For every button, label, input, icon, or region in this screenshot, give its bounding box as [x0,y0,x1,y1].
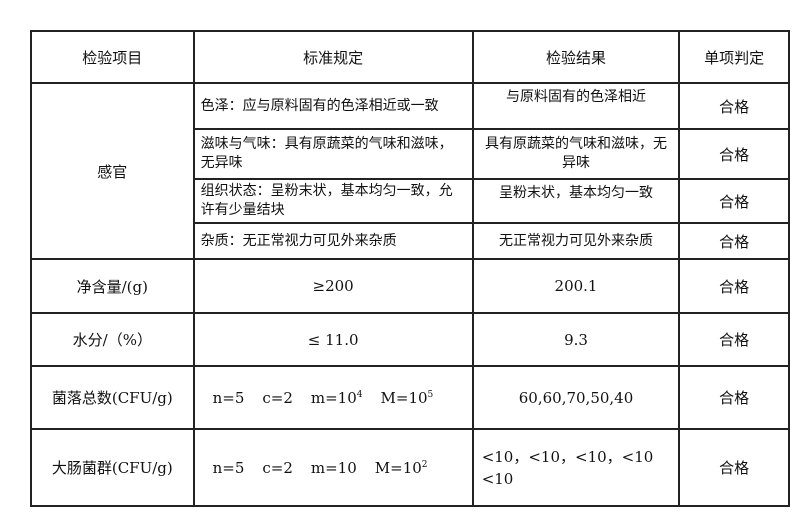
table-row: 大肠菌群(CFU/g) n=5 c=2 m=10 M=102 <10，<10，<10，… [30,428,790,507]
table-row: 组织状态：呈粉末状，基本均匀一致，允许有少量结块 呈粉末状，基本均匀一致 合格 [31,178,790,224]
result-cell: <10，<10，<10，<10 <10 [471,428,681,507]
standard-cell: 杂质：无正常视力可见外来杂质 [192,222,474,260]
n-value: n=5 [212,388,245,407]
result-cell: 无正常视力可见外来杂质 [471,222,681,260]
sensory-label: 感官 [30,82,195,260]
header-verdict: 单项判定 [678,30,790,84]
standard-cell: n=5 c=2 m=10 M=102 [192,428,474,507]
m-value: m=10 [310,458,357,477]
inspection-table: 检验项目 标准规定 检验结果 单项判定 感官 色泽：应与原料固有的色泽相近或一致… [30,30,790,507]
verdict-cell: 合格 [678,258,790,314]
verdict-cell: 合格 [678,178,790,224]
result-cell: 9.3 [471,312,681,367]
result-cell: 与原料固有的色泽相近 [471,82,681,130]
M-exponent: 2 [421,459,428,470]
result-cell: 200.1 [471,258,681,314]
M-exponent: 5 [427,389,434,400]
standard-cell: 滋味与气味：具有原蔬菜的气味和滋味，无异味 [192,128,474,180]
result-cell: 具有原蔬菜的气味和滋味，无异味 [471,128,681,180]
verdict-cell: 合格 [678,222,790,260]
header-item: 检验项目 [30,30,195,84]
M-value: M=10 [374,458,422,477]
net-label: 净含量/(g) [30,258,195,314]
table-row: 感官 色泽：应与原料固有的色泽相近或一致 与原料固有的色泽相近 合格 [30,82,790,260]
standard-cell: 色泽：应与原料固有的色泽相近或一致 [192,82,474,130]
table-row: 菌落总数(CFU/g) n=5 c=2 m=104 M=105 60,60,70,50… [30,365,790,430]
verdict-cell: 合格 [678,82,790,130]
verdict-cell: 合格 [678,312,790,367]
c-value: c=2 [262,388,293,407]
table-row: 水分/（%） ≤ 11.0 9.3 合格 [30,312,790,367]
header-result: 检验结果 [471,30,681,84]
result-cell: 60,60,70,50,40 [471,365,681,430]
m-exponent: 4 [356,389,363,400]
verdict-cell: 合格 [678,428,790,507]
header-row: 检验项目 标准规定 检验结果 单项判定 [30,30,790,84]
verdict-cell: 合格 [678,128,790,180]
standard-cell: ≥200 [192,258,474,314]
M-value: M=10 [380,388,428,407]
table-row: 杂质：无正常视力可见外来杂质 无正常视力可见外来杂质 合格 [31,222,790,260]
header-standard: 标准规定 [192,30,474,84]
table-row: 净含量/(g) ≥200 200.1 合格 [30,258,790,314]
verdict-cell: 合格 [678,365,790,430]
m-value: m=10 [310,388,357,407]
result-cell: 呈粉末状，基本均匀一致 [471,178,681,224]
standard-cell: ≤ 11.0 [192,312,474,367]
standard-cell: n=5 c=2 m=104 M=105 [192,365,474,430]
table-row: 滋味与气味：具有原蔬菜的气味和滋味，无异味 具有原蔬菜的气味和滋味，无异味 合格 [31,128,790,180]
moisture-label: 水分/（%） [30,312,195,367]
colony-label: 菌落总数(CFU/g) [30,365,195,430]
coliform-label: 大肠菌群(CFU/g) [30,428,195,507]
n-value: n=5 [212,458,245,477]
c-value: c=2 [262,458,293,477]
standard-cell: 组织状态：呈粉末状，基本均匀一致，允许有少量结块 [192,178,474,224]
